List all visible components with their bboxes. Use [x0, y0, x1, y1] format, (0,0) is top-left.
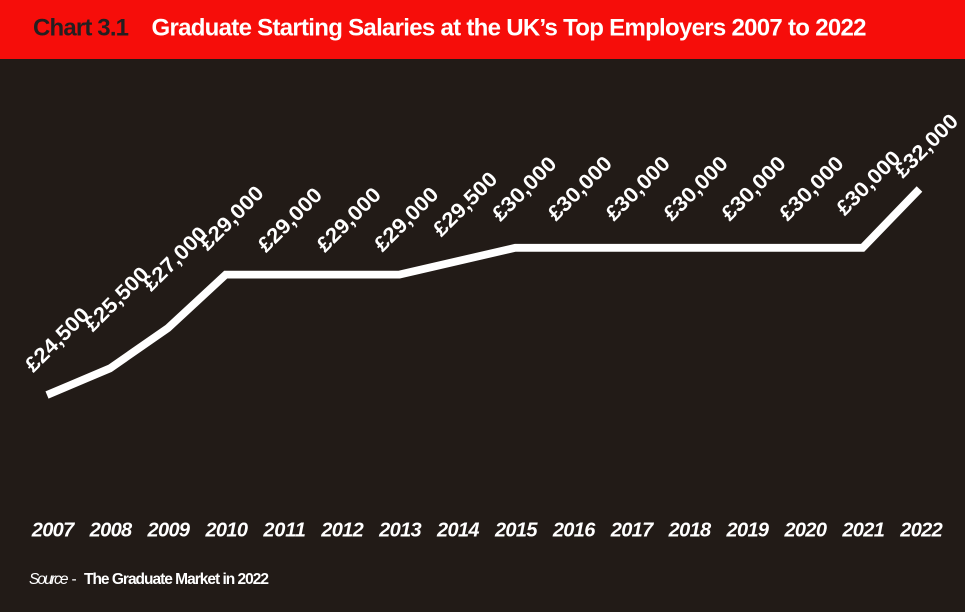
svg-text:2016: 2016	[552, 520, 596, 542]
svg-text:Graduate Starting Salaries at: Graduate Starting Salaries at the UK’s T…	[152, 15, 867, 42]
svg-text:2012: 2012	[320, 520, 364, 542]
svg-text:2020: 2020	[783, 520, 827, 542]
svg-text:-: -	[72, 571, 77, 588]
svg-text:2007: 2007	[31, 520, 75, 542]
svg-text:Source: Source	[29, 571, 69, 588]
svg-text:2014: 2014	[436, 520, 480, 542]
svg-text:2017: 2017	[610, 520, 654, 542]
svg-text:2010: 2010	[204, 520, 248, 542]
svg-text:2008: 2008	[89, 520, 133, 542]
svg-text:2015: 2015	[494, 520, 538, 542]
svg-text:The Graduate Market in 2022: The Graduate Market in 2022	[84, 571, 269, 588]
svg-text:2021: 2021	[841, 520, 885, 542]
svg-text:Chart 3.1: Chart 3.1	[33, 15, 129, 42]
svg-text:2009: 2009	[147, 520, 191, 542]
svg-text:2011: 2011	[262, 520, 306, 542]
svg-text:2019: 2019	[726, 520, 770, 542]
svg-text:2018: 2018	[668, 520, 712, 542]
svg-text:2013: 2013	[378, 520, 422, 542]
svg-text:2022: 2022	[899, 520, 943, 542]
